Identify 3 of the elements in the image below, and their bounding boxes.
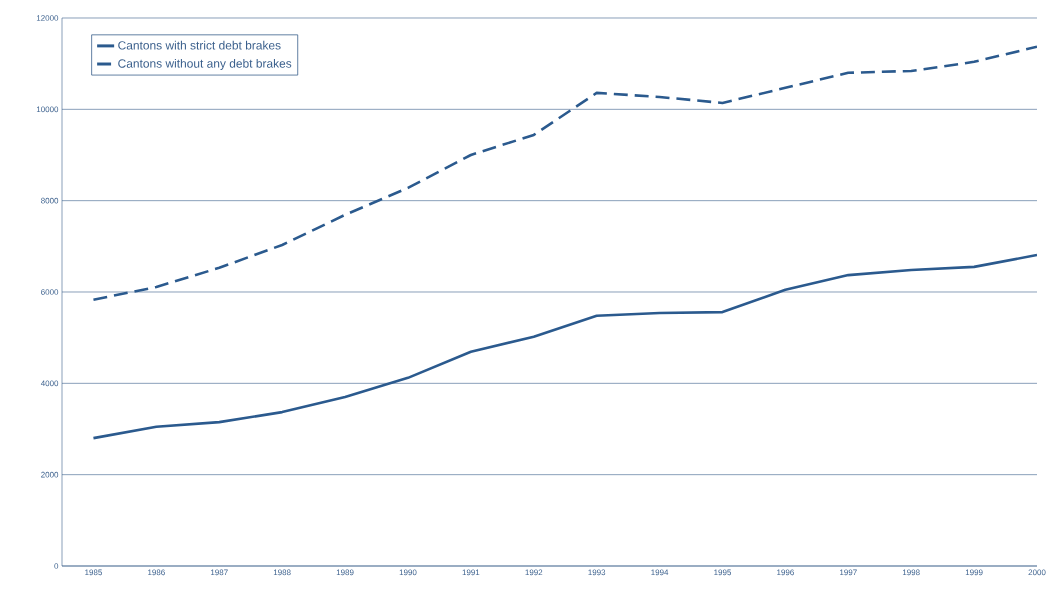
legend-label: Cantons without any debt brakes: [118, 58, 292, 71]
line-series: [92, 253, 1038, 440]
legend-label: Cantons with strict debt brakes: [118, 40, 281, 50]
